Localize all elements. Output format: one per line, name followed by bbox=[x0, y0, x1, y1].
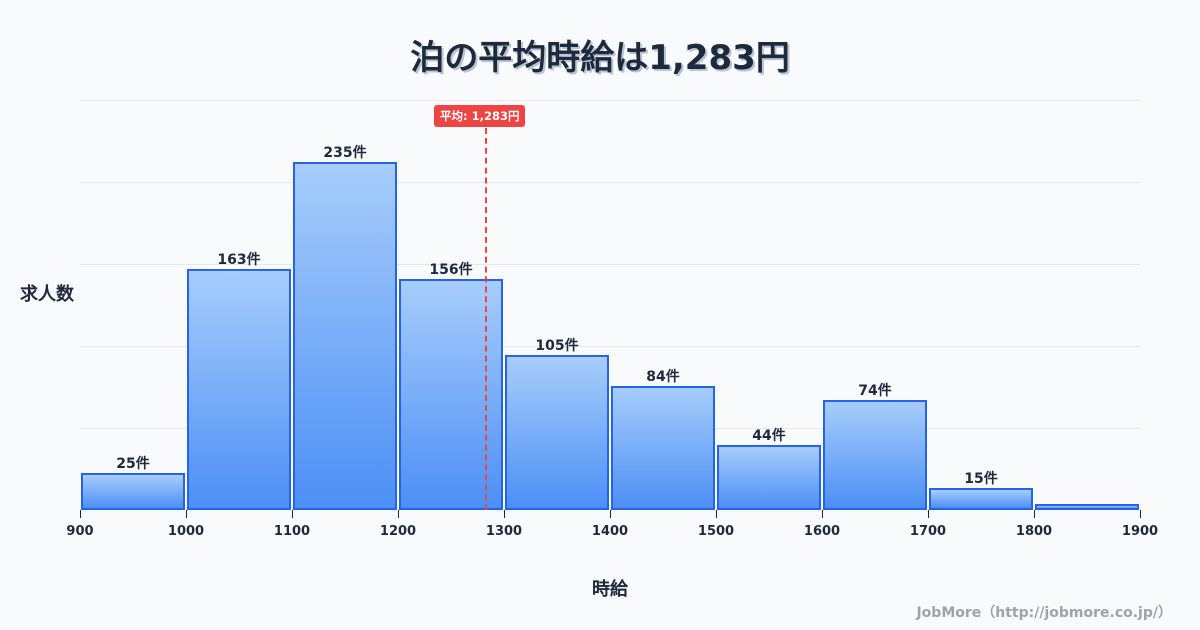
x-tick bbox=[398, 510, 399, 518]
histogram-bar bbox=[187, 268, 291, 510]
x-tick-label: 1500 bbox=[697, 524, 735, 539]
bar-value-label: 156件 bbox=[429, 261, 473, 278]
x-tick bbox=[292, 510, 293, 518]
bar-value-label: 235件 bbox=[323, 145, 367, 161]
x-tick bbox=[716, 510, 717, 518]
histogram-bar bbox=[929, 487, 1033, 510]
histogram-bar bbox=[399, 278, 503, 510]
x-tick bbox=[186, 510, 187, 518]
gridline bbox=[80, 100, 1140, 101]
chart-title: 泊の平均時給は1,283円 bbox=[410, 38, 790, 78]
bar-value-label: 105件 bbox=[535, 337, 579, 354]
x-tick-label: 1800 bbox=[1015, 524, 1053, 539]
bar-value-label: 84件 bbox=[646, 368, 680, 385]
gridline bbox=[80, 264, 1140, 265]
histogram-bar bbox=[293, 162, 397, 510]
x-tick bbox=[1140, 510, 1141, 518]
x-tick-label: 1600 bbox=[803, 524, 841, 539]
x-tick bbox=[822, 510, 823, 518]
bar-value-label: 163件 bbox=[217, 251, 261, 268]
bar-value-label: 15件 bbox=[964, 470, 998, 487]
x-tick-label: 1100 bbox=[273, 524, 311, 539]
average-badge: 平均: 1,283円 bbox=[434, 105, 526, 127]
x-tick-label: 1000 bbox=[167, 524, 205, 539]
x-tick-label: 1700 bbox=[909, 524, 947, 539]
gridline bbox=[80, 428, 1140, 429]
bar-value-label: 74件 bbox=[858, 383, 892, 400]
histogram-bar bbox=[611, 385, 715, 510]
histogram-bar bbox=[717, 444, 821, 510]
histogram-bar bbox=[81, 472, 185, 510]
x-tick-label: 1900 bbox=[1121, 524, 1159, 539]
x-axis-label: 時給 bbox=[592, 579, 628, 600]
x-tick-label: 1200 bbox=[379, 524, 417, 539]
bar-value-label: 25件 bbox=[116, 455, 150, 472]
x-tick-label: 1400 bbox=[591, 524, 629, 539]
x-tick bbox=[1034, 510, 1035, 518]
gridline bbox=[80, 182, 1140, 183]
y-axis-label: 求人数 bbox=[20, 284, 74, 305]
x-tick bbox=[504, 510, 505, 518]
bar-value-label: 44件 bbox=[752, 427, 786, 444]
histogram-bar bbox=[1035, 504, 1139, 510]
x-tick-label: 900 bbox=[66, 524, 94, 539]
x-tick bbox=[80, 510, 81, 518]
average-line bbox=[485, 128, 487, 510]
credit-text: JobMore（http://jobmore.co.jp/） bbox=[916, 605, 1172, 621]
gridline bbox=[80, 346, 1140, 347]
histogram-bar bbox=[823, 400, 927, 510]
x-tick-label: 1300 bbox=[485, 524, 523, 539]
x-tick bbox=[928, 510, 929, 518]
x-tick bbox=[610, 510, 611, 518]
histogram-bar bbox=[505, 354, 609, 510]
